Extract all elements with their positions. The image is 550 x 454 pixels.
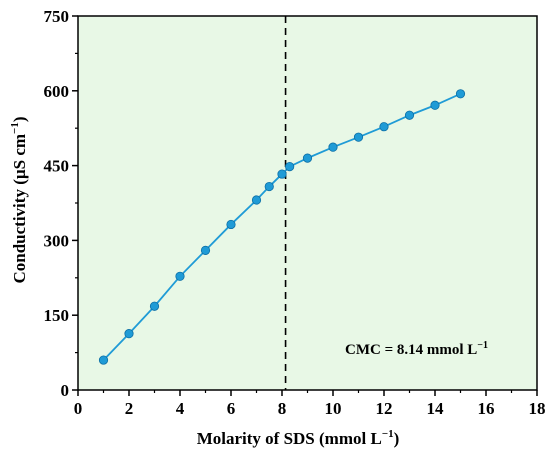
x-tick-label: 16 [478,399,495,418]
data-point [175,271,185,281]
data-point [379,122,389,132]
y-tick-labels: 0 150 300 450 600 750 [44,7,70,400]
y-tick-label: 600 [44,82,70,101]
data-point [98,355,109,365]
data-point [353,132,364,142]
x-tick-label: 0 [74,399,83,418]
y-tick-label: 0 [61,381,70,400]
data-point [302,153,313,163]
data-point [404,110,415,120]
data-point [430,100,440,110]
data-point [328,142,338,152]
data-point [200,245,211,255]
x-tick-label: 6 [227,399,236,418]
data-point [277,169,287,179]
data-point [124,329,134,339]
x-tick-label: 4 [176,399,185,418]
data-points [98,89,466,365]
x-tick-label: 12 [376,399,393,418]
y-axis-title: Conductivity (µS cm−1) [9,116,29,283]
plot-frame [77,15,538,391]
y-tick-label: 150 [44,306,70,325]
plot-background [78,16,537,390]
y-tick-label: 450 [44,157,70,176]
x-tick-labels: 0 2 4 6 8 10 12 14 16 18 [74,399,546,418]
data-point [149,301,160,311]
data-point [455,89,466,99]
x-tick-label: 18 [529,399,546,418]
x-tick-label: 2 [125,399,134,418]
x-tick-label: 10 [325,399,342,418]
data-point [251,195,262,205]
x-tick-label: 8 [278,399,287,418]
y-tick-label: 300 [44,231,70,250]
cmc-annotation: CMC = 8.14 mmol L−1 [345,340,488,358]
y-tick-label: 750 [44,7,70,26]
x-tick-label: 14 [427,399,445,418]
x-axis-title: Molarity of SDS (mmol L−1) [197,428,400,448]
data-point [285,161,295,172]
data-point [264,181,274,192]
data-point [226,219,236,230]
